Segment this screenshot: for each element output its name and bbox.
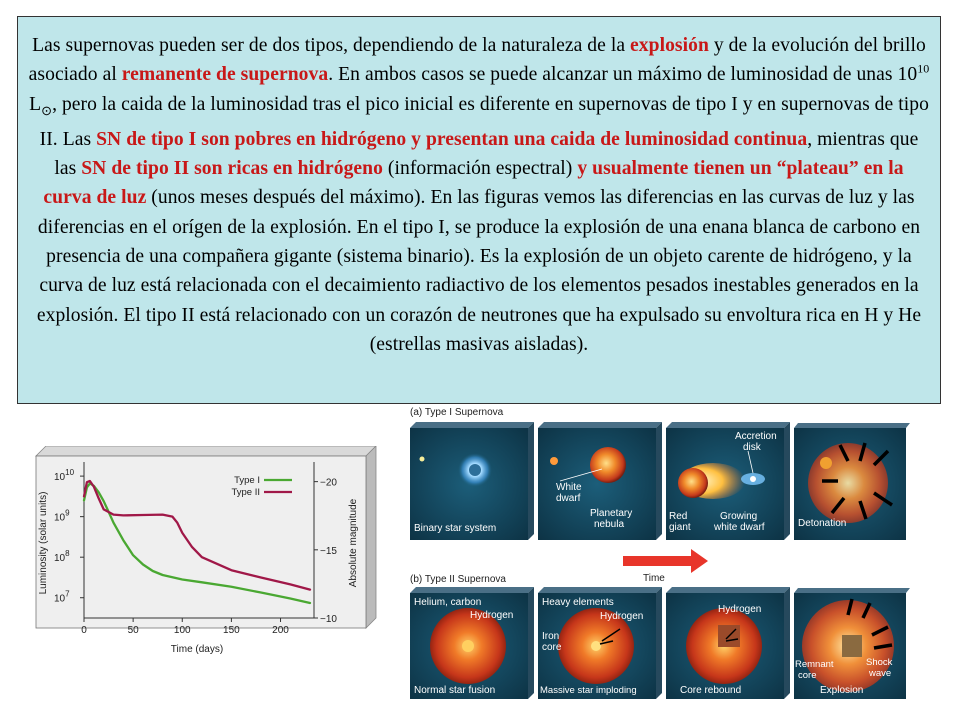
type2-panel-normal: Helium, carbon Hydrogen Normal star fusi… [410,587,534,699]
type2-title: (b) Type II Supernova [410,574,506,585]
y2-tick-label: −10 [320,614,337,625]
highlight-plateau: y usualmente tienen un “plateau” en la c… [43,158,904,209]
caption: Detonation [798,518,846,529]
nebula-star [590,447,626,483]
shockwave-arrows [846,598,893,650]
x-tick-label: 200 [272,625,289,636]
legend-label: Type II [231,487,260,498]
label: wave [868,668,891,679]
y-tick-label: 108 [54,549,70,564]
type1-panel-white-dwarf: White dwarf Planetary nebula [538,422,662,540]
light-curve-figure: 0 50 100 150 200 1010 109 108 107 −20 −15 −10 Time (… [30,445,390,691]
legend-label: Type I [234,475,260,486]
label: Remnant [795,659,834,670]
description-paragraph: Las supernovas pueden ser de dos tipos, … [28,31,930,359]
label: core [798,670,816,681]
label: Growing [720,511,757,522]
label: Helium, carbon [414,597,481,608]
label: Planetary [590,508,632,519]
text-span: Las supernovas pueden ser de dos tipos, … [32,35,631,56]
text-span: , mientras que las [54,128,919,180]
text-box: Las supernovas pueden ser de dos tipos, … [17,16,941,404]
time-label: Time [643,573,665,584]
text-span: . En ambos casos se puede alcanzar un má… [328,64,918,86]
label: Hydrogen [718,604,761,615]
highlight-type2: SN de tipo II son ricas en hidrógeno [81,158,383,180]
label: core [542,642,562,653]
type2-panel-explosion: Remnant core Shock wave Explosion [794,588,910,699]
label: Hydrogen [600,611,643,622]
label: dwarf [556,493,581,504]
x-tick-label: 150 [223,625,240,636]
series-line-type-ii [82,479,312,591]
text-span: (unos meses después del máximo). En las … [36,187,922,355]
label: disk [743,442,762,453]
y2-tick-label: −20 [320,478,337,489]
text-span: y de la evolución del brillo asociado al [28,35,926,86]
explosion-burst [808,443,888,523]
companion-star [419,456,425,462]
exponent: 10 [917,61,930,76]
caption: Binary star system [414,523,496,534]
type1-panel-binary: Binary star system [410,422,534,540]
white-dwarf-star [550,457,558,465]
y2-tick-label: −15 [320,546,337,557]
label: White [556,482,582,493]
x-tick-label: 100 [174,625,191,636]
text-span: , pero la caida de la luminosidad tras e… [39,93,929,150]
time-arrow: Time [623,549,708,584]
label: giant [669,522,691,533]
label: nebula [594,519,624,530]
detonation-arrows [822,442,893,520]
x-axis-label: Time (days) [171,644,223,655]
type2-panel-imploding: Heavy elements Hydrogen Iron core Massiv… [538,587,662,699]
supernova-diagram: (a) Type I Supernova Binary star system … [408,403,910,703]
label: Heavy elements [542,597,614,608]
caption: Core rebound [680,685,741,696]
type1-title: (a) Type I Supernova [410,407,504,418]
x-tick-label: 50 [128,625,140,636]
sun-symbol: ⊙ [41,102,53,118]
text-span: L [29,93,42,115]
label: Red [669,511,687,522]
label: Shock [866,657,893,668]
highlight-remnant: remanente de supernova [121,64,329,86]
y-tick-label: 107 [54,590,70,605]
label: Iron [542,631,559,642]
y2-axis-label: Absolute magnitude [348,498,359,587]
y-tick-label: 109 [54,509,70,524]
type2-panel-rebound: Hydrogen Core rebound [666,587,790,699]
text-span: (información espectral) [382,158,578,180]
caption: Explosion [820,685,863,696]
highlight-type1: SN de tipo I son pobres en hidrógeno y p… [96,128,808,150]
light-curve-chart: 0 50 100 150 200 1010 109 108 107 −20 −15 −10 Time (… [35,445,377,655]
supernova-diagram-svg: (a) Type I Supernova Binary star system … [410,407,910,699]
highlight-explosion: explosión [630,35,709,56]
y-tick-label: 1010 [54,468,75,483]
label: Hydrogen [470,610,513,621]
caption: Massive star imploding [540,685,637,696]
x-tick-label: 0 [81,625,87,636]
type1-panel-accretion: Accretion disk Red giant Growing white d… [666,422,790,540]
type1-panel-detonation: Detonation [794,423,910,540]
caption: Normal star fusion [414,685,495,696]
label: white dwarf [713,522,765,533]
label: Accretion [735,431,777,442]
red-giant-star [678,468,708,498]
y-axis-label: Luminosity (solar units) [38,492,49,595]
